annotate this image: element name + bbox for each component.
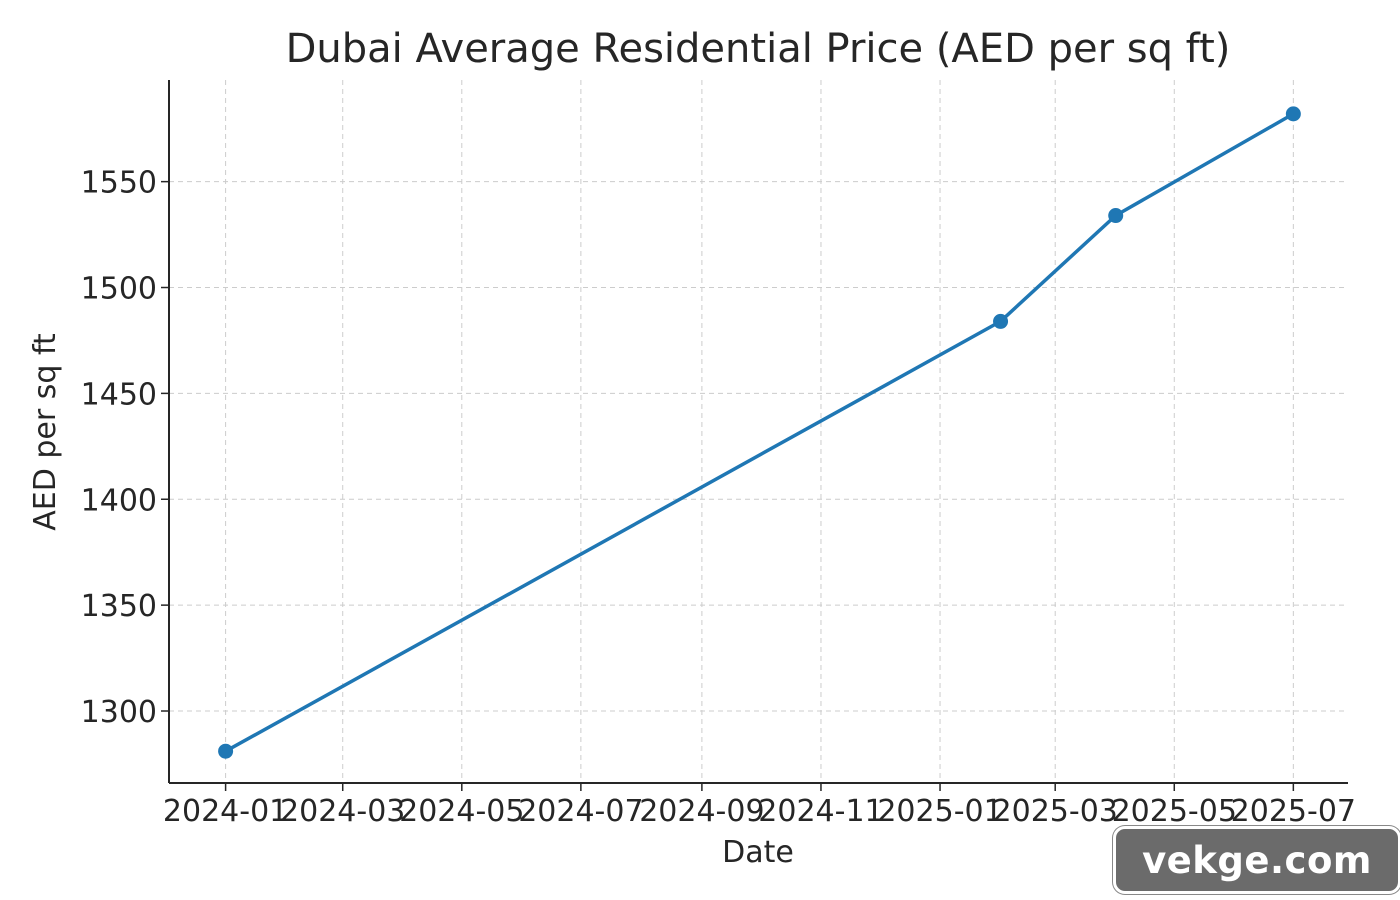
y-tick-label: 1500 [81, 272, 157, 307]
data-point [1108, 208, 1124, 224]
watermark-badge: vekge.com [1113, 826, 1400, 894]
y-tick-label: 1300 [81, 695, 157, 730]
x-tick-label: 2025-07 [1231, 794, 1356, 829]
y-tick-label: 1350 [81, 589, 157, 624]
x-tick-label: 2024-09 [639, 794, 764, 829]
chart-title: Dubai Average Residential Price (AED per… [286, 26, 1231, 72]
x-tick-label: 2025-05 [1112, 794, 1237, 829]
x-tick-label: 2025-01 [877, 794, 1002, 829]
x-axis-label: Date [722, 835, 794, 870]
watermark-text: vekge.com [1142, 838, 1372, 882]
x-tick-label: 2025-03 [993, 794, 1118, 829]
data-point [1285, 106, 1301, 122]
data-point [993, 313, 1009, 329]
data-point [218, 743, 234, 759]
y-axis-label: AED per sq ft [28, 333, 63, 531]
tick-labels: 2024-012024-032024-052024-072024-092024-… [81, 166, 1356, 829]
x-tick-label: 2024-01 [163, 794, 288, 829]
axes [161, 80, 1348, 791]
series-line [224, 112, 1295, 753]
x-tick-label: 2024-11 [758, 794, 883, 829]
series [218, 106, 1301, 759]
x-tick-label: 2024-03 [280, 794, 405, 829]
y-tick-label: 1400 [81, 483, 157, 518]
y-tick-label: 1450 [81, 377, 157, 412]
grid [169, 80, 1348, 783]
y-tick-label: 1550 [81, 166, 157, 201]
x-tick-label: 2024-07 [518, 794, 643, 829]
x-tick-label: 2024-05 [399, 794, 524, 829]
